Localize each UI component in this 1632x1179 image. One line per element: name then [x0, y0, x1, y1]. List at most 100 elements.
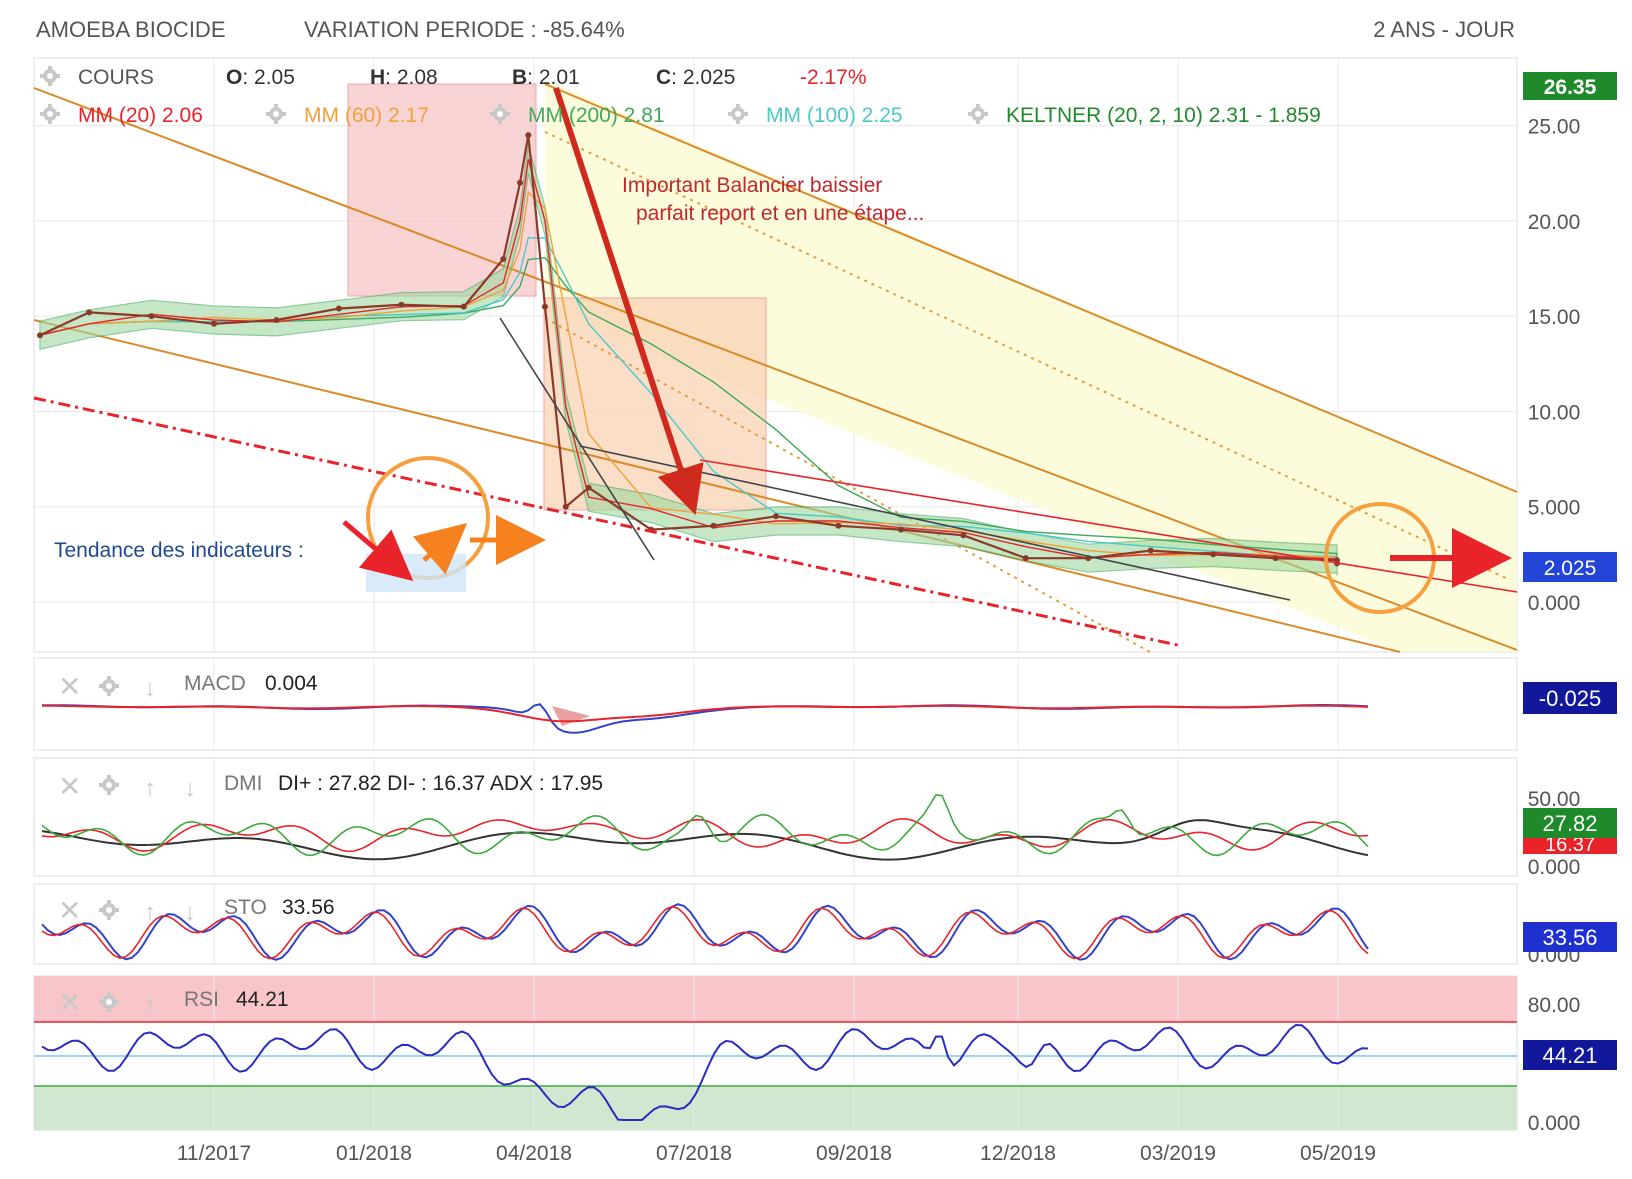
sto-up-icon[interactable]: ↑: [144, 899, 156, 926]
price-point: [1147, 547, 1154, 554]
price-point: [1022, 555, 1029, 562]
dmi-panel: ✕ ↑ ↓ DMI DI+ : 27.82 DI- : 16.37 ADX : …: [33, 757, 1617, 879]
dmi-down-icon[interactable]: ↓: [184, 775, 196, 802]
rsi-up-icon[interactable]: ↑: [144, 991, 156, 1018]
x-tick-label: 11/2017: [177, 1142, 251, 1165]
dmi-badge-minus: [1523, 834, 1617, 854]
price-point: [562, 503, 569, 510]
dmi-badge-text: 27.82: [1542, 811, 1597, 836]
price-point: [1272, 555, 1279, 562]
rsi-label: RSI: [184, 988, 219, 1011]
sto-down-icon[interactable]: ↓: [184, 899, 196, 926]
sto-grid: [213, 884, 1339, 964]
rsi-close-icon[interactable]: ✕: [58, 987, 81, 1018]
y-tick-label: 5.000: [1528, 497, 1581, 520]
rsi-grid: [213, 976, 1339, 1130]
channel-line-upper: [544, 83, 1518, 493]
x-tick-label: 07/2018: [656, 1142, 732, 1165]
macd-frame: [33, 657, 1518, 751]
variation-text: VARIATION PERIODE : -85.64%: [304, 17, 625, 42]
price-point: [335, 305, 342, 312]
high-badge-text: 26.35: [1544, 76, 1597, 99]
ohlc-item: H: 2.08: [370, 66, 438, 89]
x-tick-label: 05/2019: [1300, 1142, 1376, 1165]
price-point: [710, 522, 717, 529]
macd-label: MACD: [184, 672, 246, 695]
trend-label: Tendance des indicateurs :: [54, 539, 304, 562]
ohlc-value: : 2.01: [527, 66, 580, 89]
ohlc-item: O: 2.05: [226, 66, 295, 89]
channel-dotted-1: [544, 131, 1511, 581]
ohlc-value: : 2.025: [671, 66, 735, 89]
sto-k-line: [41, 903, 1369, 961]
change-text: -2.17%: [800, 66, 867, 89]
period-text: 2 ANS - JOUR: [1373, 17, 1515, 42]
price-point: [460, 303, 467, 310]
price-point: [541, 303, 548, 310]
indicator-legend-label: MM (100) 2.25: [766, 104, 903, 127]
rsi-oversold-zone: [34, 1086, 1517, 1130]
ohlc-value: : 2.08: [385, 66, 438, 89]
ma200-line: [39, 256, 1338, 558]
x-tick-label: 09/2018: [816, 1142, 892, 1165]
dmi-plus-line: [41, 793, 1369, 857]
ohlc-row: O: 2.05 H: 2.08 B: 2.01 C: 2.025: [226, 66, 735, 89]
cours-label: COURS: [78, 66, 154, 89]
dmi-close-icon[interactable]: ✕: [58, 771, 81, 802]
sto-label: STO: [224, 896, 267, 919]
macd-down-icon[interactable]: ↓: [144, 675, 156, 702]
keltner-band: [39, 144, 1338, 576]
macd-close-icon[interactable]: ✕: [58, 671, 81, 702]
x-tick-label: 01/2018: [336, 1142, 412, 1165]
price-point: [960, 532, 967, 539]
price-point: [835, 522, 842, 529]
high-badge: [1523, 72, 1617, 100]
ma20-line: [39, 158, 1338, 562]
rsi-value: 44.21: [236, 988, 289, 1011]
price-point: [897, 526, 904, 533]
x-tick-label: 04/2018: [496, 1142, 572, 1165]
trend-arrow-down: [342, 520, 414, 581]
price-points: [37, 132, 1340, 567]
bearish-channel-fill: [545, 80, 1517, 652]
sto-close-icon[interactable]: ✕: [58, 895, 81, 926]
y-tick-label: 15.00: [1528, 306, 1581, 329]
rsi-tick-80: 80.00: [1528, 994, 1581, 1017]
dmi-badge: [1523, 808, 1617, 838]
price-point: [1210, 551, 1217, 558]
close-badge: [1523, 552, 1617, 582]
price-point: [398, 301, 405, 308]
macd-value: 0.004: [265, 672, 318, 695]
dmi-tick-0: 0.000: [1528, 856, 1581, 879]
trend-highlight: [366, 554, 466, 592]
orange-zone: [543, 297, 767, 511]
annotation-line-2: parfait report et en une étape...: [636, 202, 924, 225]
trendline-3: [699, 459, 1518, 593]
annotation-line-1: Important Balancier baissier: [622, 174, 882, 197]
macd-badge-text: -0.025: [1539, 686, 1601, 711]
dmi-badge-minus-text: 16.37: [1545, 834, 1595, 856]
x-tick-label: 12/2018: [980, 1142, 1056, 1165]
price-panel: Important Balancier baissier parfait rep…: [33, 57, 1617, 653]
rsi-panel: ✕ ↑ RSI 44.21 80.00 0.000 44.21: [33, 975, 1617, 1135]
y-tick-label: 0.000: [1528, 592, 1581, 615]
ohlc-key: C: [656, 66, 671, 89]
y-tick-label: 20.00: [1528, 211, 1581, 234]
indicator-legend-label: MM (200) 2.81: [528, 104, 665, 127]
price-point: [516, 179, 523, 186]
price-y-axis: 25.00 20.00 15.00 10.00 5.000 0.000: [1528, 116, 1581, 615]
ohlc-item: B: 2.01: [512, 66, 580, 89]
dmi-value: DI+ : 27.82 DI- : 16.37 ADX : 17.95: [278, 772, 603, 795]
macd-signal-line: [42, 704, 1369, 723]
dmi-up-icon[interactable]: ↑: [144, 775, 156, 802]
x-tick-label: 03/2019: [1140, 1142, 1216, 1165]
dmi-label: DMI: [224, 772, 263, 795]
ohlc-key: H: [370, 66, 385, 89]
price-point: [773, 513, 779, 520]
rsi-badge-text: 44.21: [1542, 1043, 1597, 1068]
ohlc-item: C: 2.025: [656, 66, 735, 89]
sto-panel: ✕ ↑ ↓ STO 33.56 0.000 33.56: [33, 883, 1617, 967]
dmi-tick-50: 50.00: [1528, 788, 1581, 811]
price-point: [211, 320, 217, 327]
